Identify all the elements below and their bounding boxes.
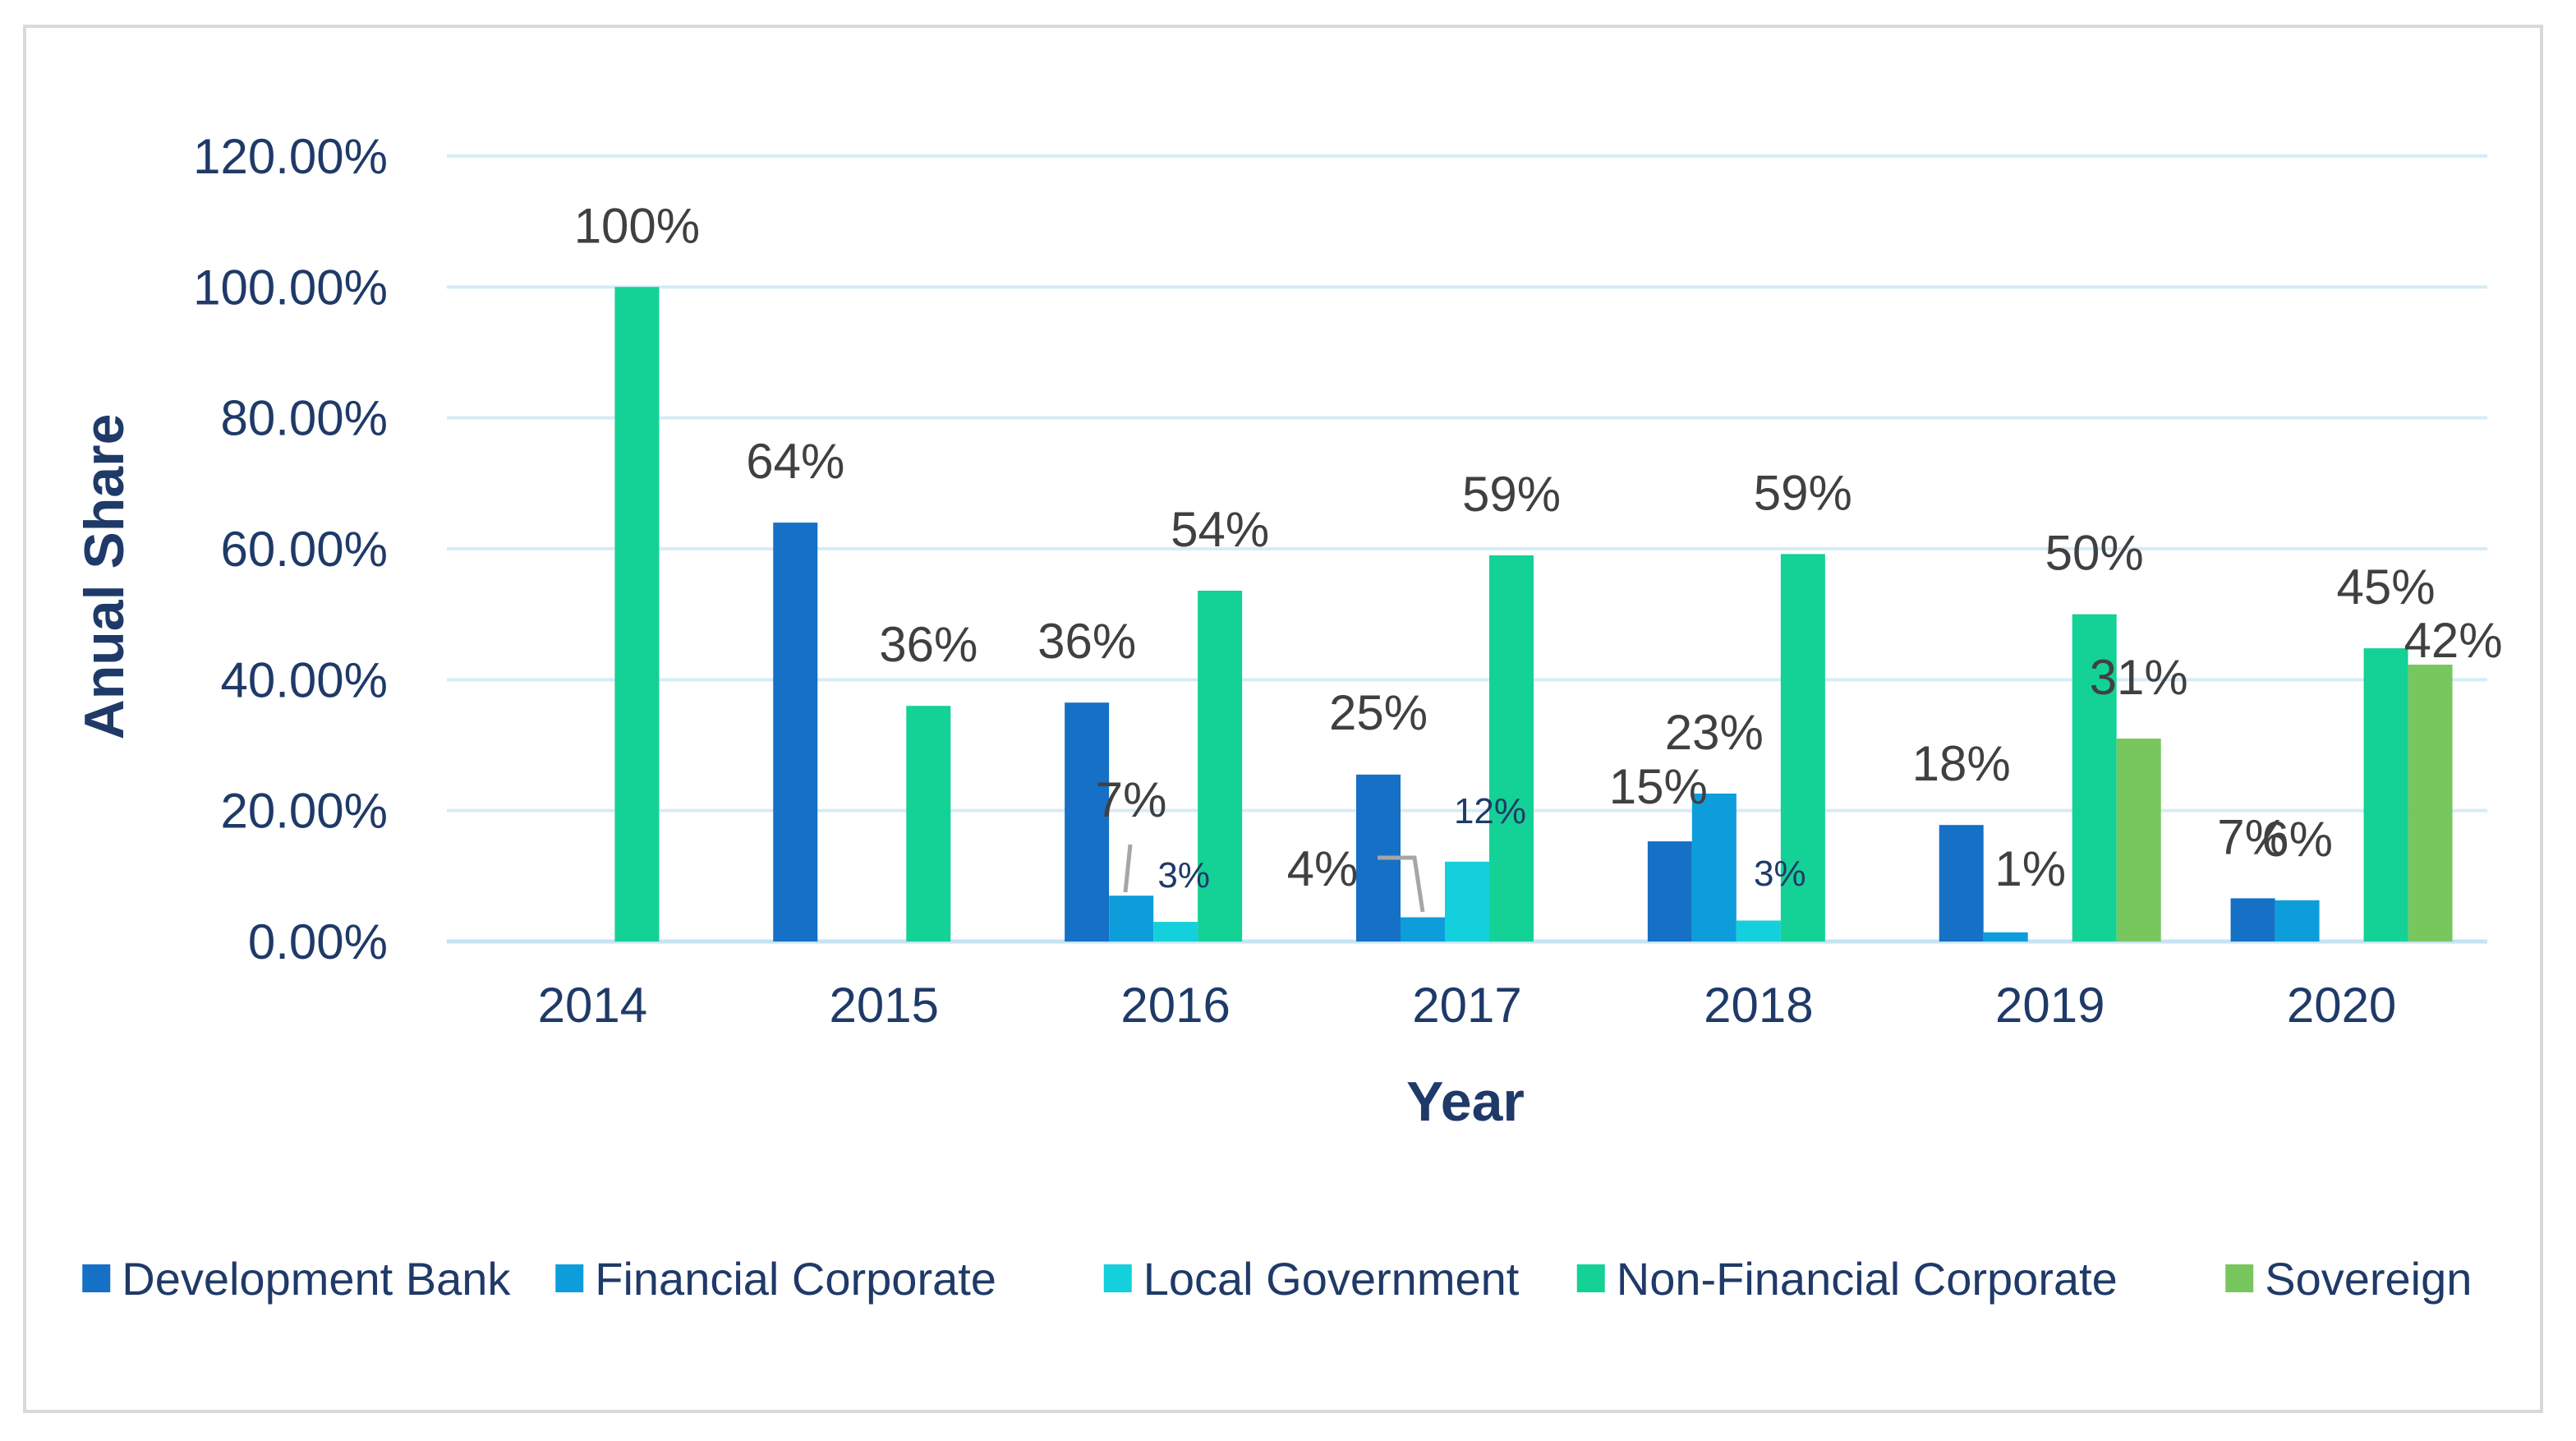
data-label: 25%: [1329, 685, 1428, 740]
bar-2019-financial-corporate: [1983, 932, 2028, 941]
data-label: 7%: [2217, 809, 2288, 864]
data-label: 59%: [1754, 465, 1852, 520]
bar-2017-financial-corporate: [1401, 917, 1445, 941]
data-label: 45%: [2337, 559, 2436, 615]
bar-2015-development-bank: [773, 523, 818, 941]
x-axis-ticks: 2014 2015 2016 2017 2018 2019 2020: [538, 978, 2397, 1033]
bar-2017-local-government: [1445, 861, 1489, 941]
x-tick-label: 2020: [2287, 978, 2396, 1033]
legend: Development Bank Financial Corporate Local…: [82, 1253, 2472, 1305]
y-tick-label: 20.00%: [221, 784, 389, 839]
data-label: 64%: [746, 434, 844, 489]
y-tick-label: 0.00%: [248, 914, 388, 969]
y-tick-label: 100.00%: [193, 260, 388, 315]
legend-swatch-development-bank: [82, 1264, 111, 1292]
y-tick-label: 60.00%: [221, 522, 389, 577]
bar-2018-local-government: [1736, 920, 1781, 941]
bar-2014-non-financial-corporate: [614, 287, 660, 941]
y-axis-ticks: 0.00% 20.00% 40.00% 60.00% 80.00% 100.00% 120.…: [193, 129, 388, 969]
bar-2018-financial-corporate: [1691, 793, 1736, 941]
legend-swatch-sovereign: [2225, 1264, 2254, 1292]
y-tick-label: 120.00%: [193, 129, 388, 184]
data-labels: 100% 64% 36% 36% 7% 3% 54% 25% 4% 12% 59% 15%23% 3% 5…: [574, 198, 2503, 896]
legend-swatch-financial-corporate: [555, 1264, 584, 1292]
bar-2016-local-government: [1153, 922, 1198, 941]
data-label: 15%: [1609, 759, 1708, 814]
legend-label-non-financial-corporate: Non-Financial Corporate: [1617, 1253, 2118, 1305]
data-label: 3%: [1157, 855, 1210, 895]
bar-2017-non-financial-corporate: [1489, 555, 1534, 941]
bar-2019-sovereign: [2116, 739, 2161, 941]
x-tick-label: 2019: [1995, 978, 2104, 1033]
x-tick-label: 2014: [538, 978, 647, 1033]
legend-swatch-non-financial-corporate: [1576, 1264, 1605, 1292]
legend-label-sovereign: Sovereign: [2265, 1253, 2472, 1305]
data-label: 50%: [2045, 526, 2144, 581]
bars: [614, 287, 2453, 941]
x-tick-label: 2016: [1120, 978, 1230, 1033]
leader-line-2017-financial: [1378, 855, 1425, 913]
y-tick-label: 40.00%: [221, 652, 389, 707]
data-label: 100%: [574, 198, 700, 253]
bar-2018-non-financial-corporate: [1780, 554, 1825, 941]
data-label: 59%: [1462, 467, 1561, 522]
legend-label-development-bank: Development Bank: [122, 1253, 511, 1305]
data-label: 12%: [1454, 791, 1526, 831]
x-axis-title: Year: [1406, 1070, 1525, 1133]
legend-label-financial-corporate: Financial Corporate: [595, 1253, 996, 1305]
bar-2019-development-bank: [1939, 825, 1984, 941]
bar-2016-financial-corporate: [1109, 895, 1154, 941]
data-label: 54%: [1171, 502, 1269, 557]
chart-frame: 0.00% 20.00% 40.00% 60.00% 80.00% 100.00% 120.…: [23, 25, 2543, 1413]
y-tick-label: 80.00%: [221, 391, 389, 446]
bar-2020-development-bank: [2230, 898, 2275, 941]
bar-2019-non-financial-corporate: [2072, 614, 2117, 941]
data-label: 42%: [2404, 613, 2503, 668]
data-label: 3%: [1754, 854, 1806, 894]
bar-2018-development-bank: [1647, 841, 1692, 941]
legend-swatch-local-government: [1103, 1264, 1132, 1292]
legend-label-local-government: Local Government: [1143, 1253, 1520, 1305]
data-label: 4%: [1287, 841, 1359, 896]
data-label: 23%: [1665, 705, 1764, 760]
bar-2020-sovereign: [2408, 665, 2453, 941]
y-axis-title: Anual Share: [73, 414, 136, 740]
data-label: 7%: [1096, 772, 1167, 827]
leader-line-2016-financial: [1123, 844, 1133, 893]
bar-2020-non-financial-corporate: [2363, 648, 2408, 941]
bar-2020-financial-corporate: [2275, 900, 2320, 941]
data-label: 6%: [2261, 812, 2333, 867]
leader-lines: [1123, 844, 1425, 913]
bar-2016-development-bank: [1065, 702, 1110, 941]
bar-chart: 0.00% 20.00% 40.00% 60.00% 80.00% 100.00% 120.…: [73, 129, 2503, 1305]
data-label: 1%: [1994, 841, 2066, 896]
data-label: 36%: [879, 617, 978, 672]
x-tick-label: 2017: [1412, 978, 1521, 1033]
bar-2015-non-financial-corporate: [906, 706, 951, 941]
bar-2016-non-financial-corporate: [1198, 590, 1243, 941]
data-label: 31%: [2090, 650, 2188, 705]
x-tick-label: 2018: [1704, 978, 1813, 1033]
data-label: 36%: [1037, 614, 1136, 669]
data-label: 18%: [1912, 736, 2011, 791]
x-tick-label: 2015: [830, 978, 939, 1033]
